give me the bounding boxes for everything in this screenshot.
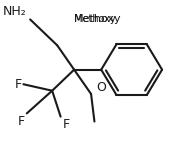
Text: Methoxy: Methoxy [74, 14, 122, 24]
Text: O: O [96, 81, 106, 94]
Text: F: F [18, 115, 25, 128]
Text: NH₂: NH₂ [3, 5, 27, 18]
Text: F: F [15, 78, 22, 91]
Text: F: F [62, 118, 69, 131]
Text: Methoxy: Methoxy [74, 14, 115, 24]
